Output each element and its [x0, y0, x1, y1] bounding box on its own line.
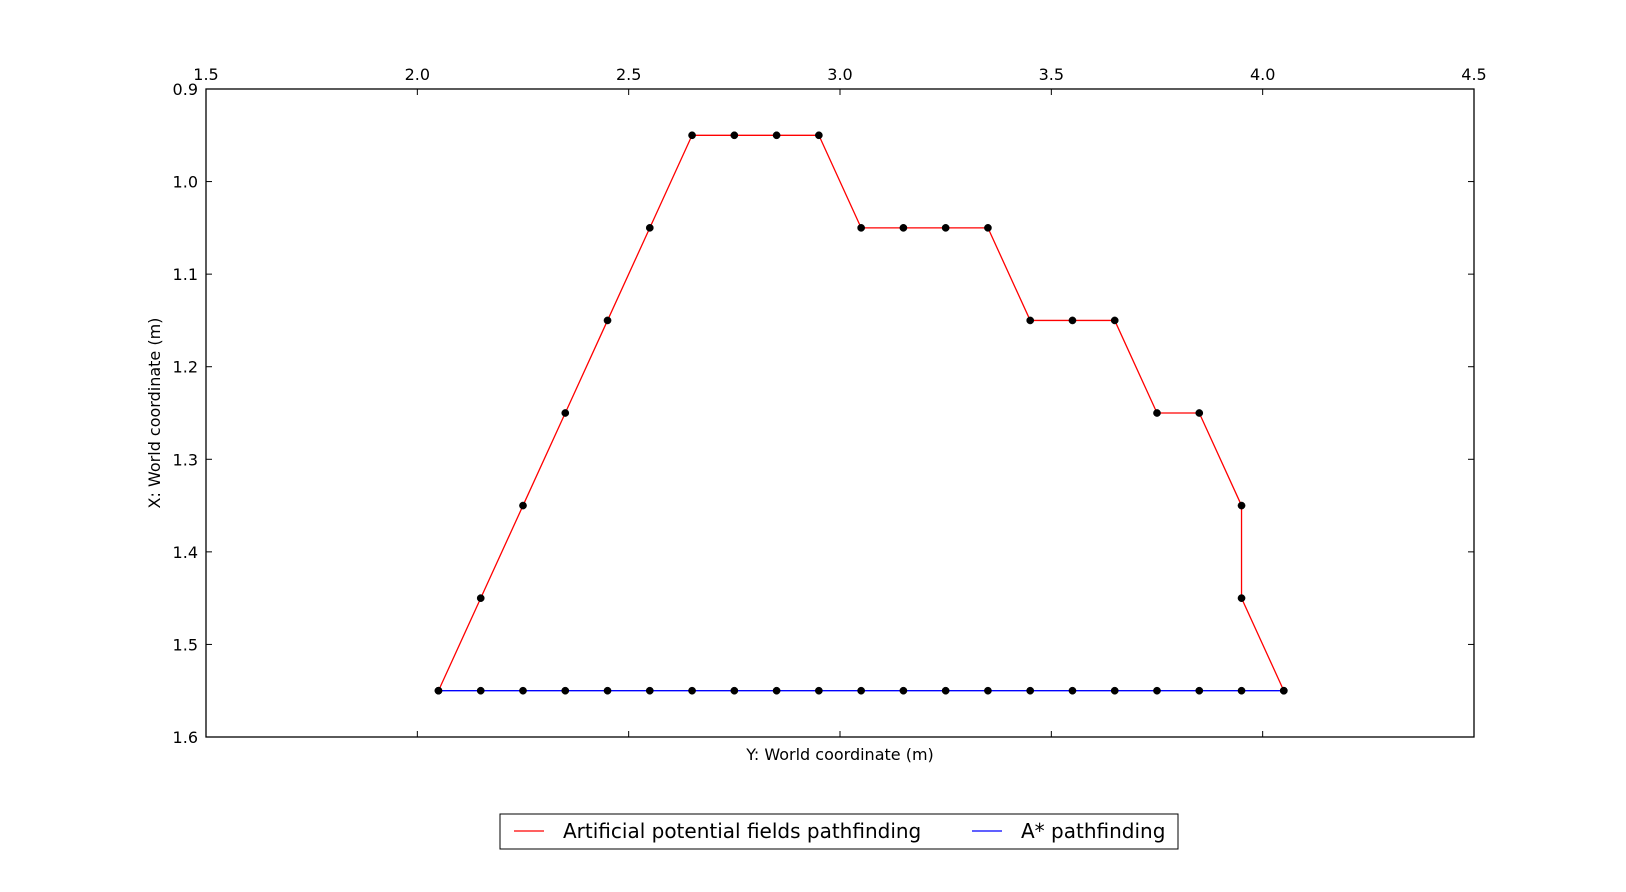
x-tick-label: 2.5 — [616, 65, 641, 84]
x-tick-label: 2.0 — [405, 65, 430, 84]
data-point-astar — [984, 686, 992, 695]
data-point-astar — [1195, 686, 1204, 695]
data-point-potential-fields — [984, 224, 992, 232]
data-point-astar — [434, 686, 443, 695]
data-point-astar — [1068, 686, 1077, 695]
data-point-astar — [730, 686, 739, 695]
data-point-potential-fields — [941, 224, 950, 232]
data-point-potential-fields — [561, 409, 570, 417]
data-point-potential-fields — [1195, 409, 1204, 417]
data-point-potential-fields — [1237, 501, 1246, 510]
legend-label-potential-fields: Artificial potential fields pathfinding — [563, 819, 921, 843]
y-tick-label: 1.5 — [173, 635, 198, 654]
data-point-astar — [645, 686, 654, 695]
data-point-potential-fields — [1026, 316, 1035, 325]
y-tick-label: 1.4 — [173, 543, 198, 562]
y-tick-label: 0.9 — [173, 80, 198, 99]
x-tick-label: 3.0 — [827, 65, 852, 84]
x-tick-label: 4.5 — [1461, 65, 1486, 84]
x-axis-ticks: 1.5 2.0 2.5 3.0 3.5 4.0 4.5 — [193, 65, 1487, 737]
y-tick-label: 1.0 — [173, 173, 198, 192]
data-point-potential-fields — [1237, 594, 1246, 602]
data-point-potential-fields — [730, 131, 739, 140]
y-tick-label: 1.1 — [173, 265, 198, 284]
data-point-astar — [476, 686, 485, 695]
data-point-astar — [899, 686, 908, 695]
legend-label-astar: A* pathfinding — [1021, 819, 1165, 843]
legend: Artificial potential fields pathfinding … — [499, 813, 1179, 850]
plot-frame — [205, 88, 1475, 738]
data-point-astar — [941, 686, 950, 695]
data-point-potential-fields — [476, 594, 485, 602]
data-point-potential-fields — [772, 131, 781, 140]
data-point-astar — [857, 686, 865, 695]
y-axis-label: X: World coordinate (m) — [145, 318, 164, 509]
data-point-potential-fields — [857, 224, 865, 232]
series-line-potential-fields — [437, 134, 1285, 691]
y-tick-label: 1.6 — [173, 728, 198, 747]
data-point-potential-fields — [688, 131, 696, 140]
data-point-astar — [1237, 686, 1246, 695]
data-point-astar — [1153, 686, 1161, 695]
data-point-astar — [1279, 686, 1288, 695]
data-point-astar — [603, 686, 612, 695]
y-axis-ticks: 0.9 1.0 1.1 1.2 1.3 1.4 1.5 1.6 — [173, 80, 1474, 747]
y-tick-label: 1.3 — [173, 450, 198, 469]
data-point-astar — [1026, 686, 1035, 695]
data-point-potential-fields — [1153, 409, 1161, 417]
data-point-potential-fields — [815, 131, 823, 140]
x-tick-label: 3.5 — [1039, 65, 1064, 84]
y-tick-label: 1.2 — [173, 358, 198, 377]
data-point-potential-fields — [1068, 316, 1077, 325]
data-point-potential-fields — [519, 501, 527, 510]
data-point-potential-fields — [603, 316, 612, 325]
data-point-astar — [815, 686, 823, 695]
x-tick-label: 1.5 — [193, 65, 218, 84]
data-point-astar — [519, 686, 527, 695]
data-point-astar — [561, 686, 570, 695]
data-point-astar — [1110, 686, 1119, 695]
data-point-astar — [688, 686, 696, 695]
data-point-potential-fields — [645, 224, 654, 232]
x-tick-label: 4.0 — [1250, 65, 1275, 84]
data-point-astar — [772, 686, 781, 695]
plot-marks — [434, 131, 1288, 695]
data-point-potential-fields — [1110, 316, 1119, 325]
legend-frame — [499, 813, 1179, 850]
x-axis-label: Y: World coordinate (m) — [745, 745, 934, 764]
data-point-potential-fields — [899, 224, 908, 232]
